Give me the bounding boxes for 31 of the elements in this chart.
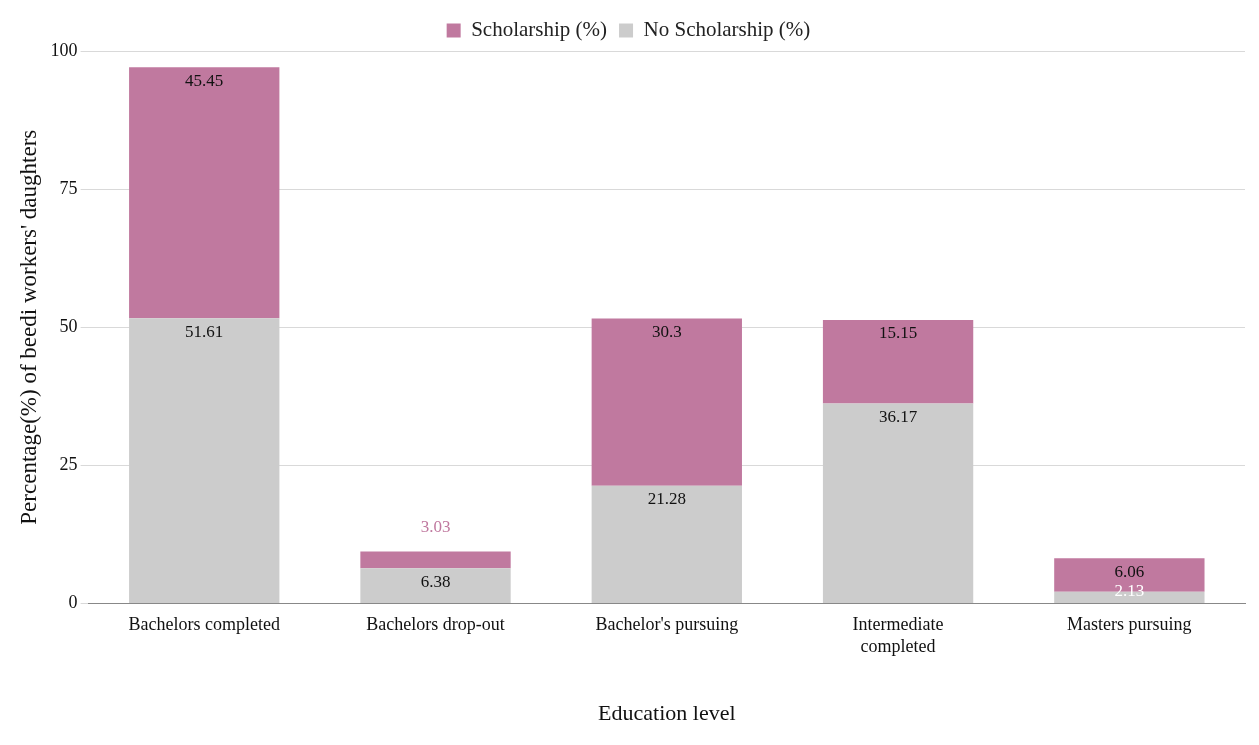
bar xyxy=(822,403,974,603)
legend-label: Scholarship (%) xyxy=(471,17,608,42)
data-label: 15.15 xyxy=(878,323,918,343)
bar xyxy=(822,319,974,404)
legend-label: No Scholarship (%) xyxy=(643,17,811,42)
y-tick-label: 0 xyxy=(68,592,78,613)
y-tick-label: 25 xyxy=(59,454,78,475)
x-tick-label: Bachelors drop-out xyxy=(366,613,505,634)
bar xyxy=(360,568,511,603)
x-tick-label: Intermediate completed xyxy=(852,613,944,656)
x-tick-label: Bachelors completed xyxy=(128,613,280,634)
data-label: 45.45 xyxy=(185,70,224,90)
data-label: 36.17 xyxy=(878,407,918,427)
x-axis-title: Education level xyxy=(598,699,736,725)
x-tick-label: Masters pursuing xyxy=(1067,613,1192,634)
bar xyxy=(591,485,742,603)
y-tick-label: 50 xyxy=(59,315,78,336)
data-label: 30.3 xyxy=(651,321,682,341)
bar xyxy=(591,318,742,486)
bar xyxy=(360,551,511,569)
data-label: 3.03 xyxy=(420,516,451,536)
y-tick-label: 75 xyxy=(59,177,78,198)
bar xyxy=(129,67,280,319)
y-tick-label: 100 xyxy=(50,39,78,60)
x-tick-label: Bachelor's pursuing xyxy=(595,613,739,634)
bar xyxy=(129,318,280,603)
y-axis-title: Percentage(%) of beedi workers' daughters xyxy=(15,129,41,525)
data-label: 6.06 xyxy=(1114,561,1145,581)
data-label: 51.61 xyxy=(185,321,224,341)
data-label: 21.28 xyxy=(647,489,686,509)
data-label: 6.38 xyxy=(420,571,451,591)
